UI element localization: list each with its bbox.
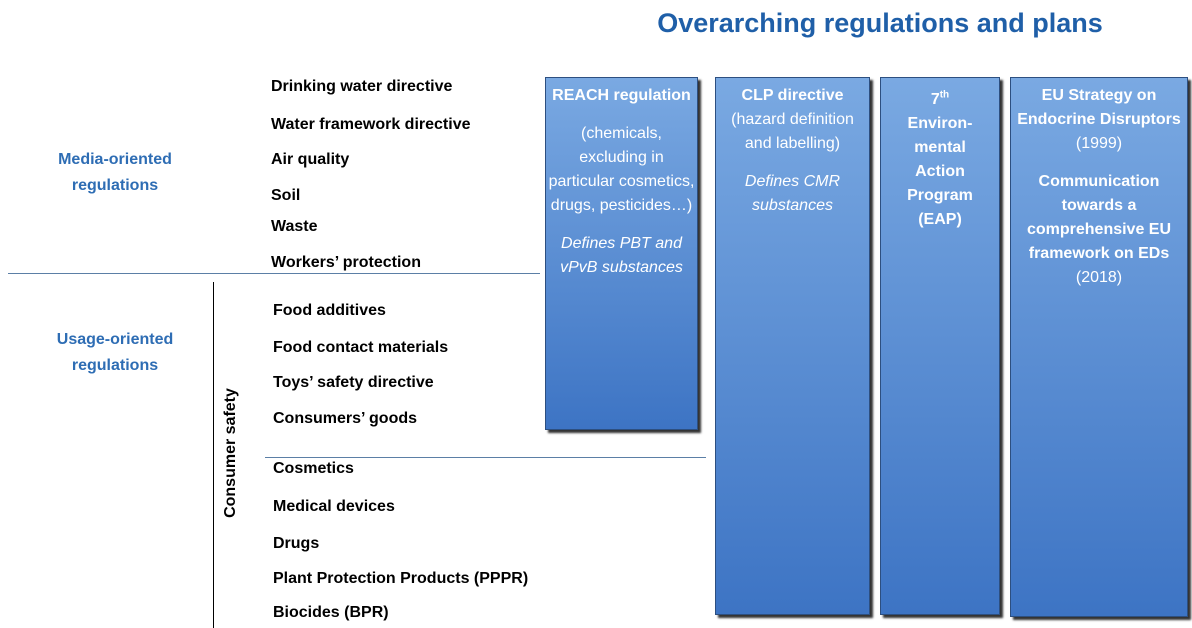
box-title: Communication towards a comprehensive EU… xyxy=(1026,173,1172,262)
regulation-item: Cosmetics xyxy=(273,460,354,477)
regulation-item: Water framework directive xyxy=(271,116,471,133)
eu-box: EU Strategy on Endocrine Disruptors (199… xyxy=(1010,77,1188,617)
regulation-item: Medical devices xyxy=(273,498,395,515)
box-title: 7 xyxy=(930,91,940,109)
box-note: Defines CMR substances xyxy=(744,173,841,214)
bracket xyxy=(213,282,214,628)
regulation-item: Toys’ safety directive xyxy=(273,374,434,391)
regulation-item: Food additives xyxy=(273,302,386,319)
box-title: Environ-mental Action Program (EAP) xyxy=(907,115,973,229)
box-text: (hazard definition and labelling) xyxy=(731,111,854,152)
divider xyxy=(265,457,706,458)
regulation-item: Food contact materials xyxy=(273,339,449,356)
group-label: Media-oriented regulations xyxy=(58,151,172,194)
group-label: Usage-oriented regulations xyxy=(56,331,174,374)
box-title: EU Strategy on Endocrine Disruptors xyxy=(1017,87,1181,128)
clp-box: CLP directive (hazard definition and lab… xyxy=(715,77,870,615)
box-title: th xyxy=(939,90,950,101)
box-text: (2018) xyxy=(1075,269,1123,286)
regulation-item: Waste xyxy=(271,218,318,235)
title: Overarching regulations and plans xyxy=(657,8,1103,38)
box-text: (1999) xyxy=(1075,135,1123,152)
regulation-item: Workers’ protection xyxy=(271,254,421,271)
regulation-item: Air quality xyxy=(271,151,350,168)
divider xyxy=(8,273,540,274)
regulation-item: Plant Protection Products (PPPR) xyxy=(273,570,529,587)
regulation-item: Biocides (BPR) xyxy=(273,604,389,621)
regulation-item: Drinking water directive xyxy=(271,78,453,95)
eap-box: 7th Environ-mental Action Program (EAP) xyxy=(880,77,1000,615)
consumer-safety-label: Consumer safety xyxy=(222,388,239,518)
box-text: (chemicals, excluding in particular cosm… xyxy=(548,125,695,214)
box-title: REACH regulation xyxy=(552,87,691,104)
regulation-item: Consumers’ goods xyxy=(273,410,418,427)
regulation-item: Soil xyxy=(271,187,301,204)
regulation-item: Drugs xyxy=(273,535,320,552)
reach-box: REACH regulation (chemicals, excluding i… xyxy=(545,77,698,430)
box-title: CLP directive xyxy=(741,87,844,104)
box-note: Defines PBT and vPvB substances xyxy=(560,235,683,276)
